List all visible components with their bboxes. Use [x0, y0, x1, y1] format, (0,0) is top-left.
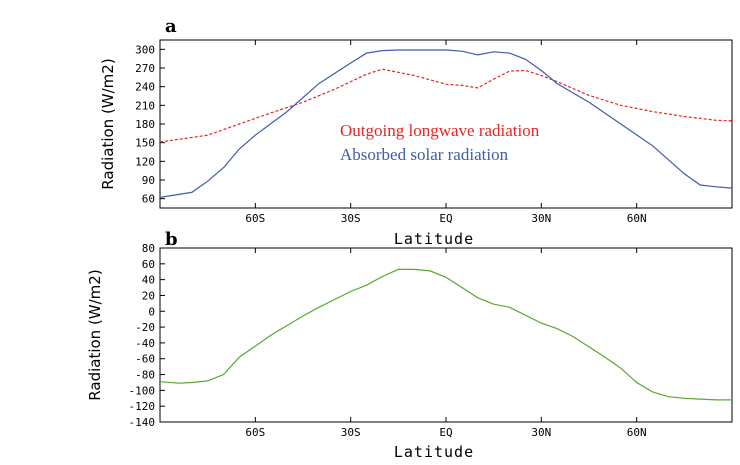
y-tick-label: 40	[142, 274, 155, 287]
x-tick-label: 30N	[531, 426, 551, 439]
asr-annotation: Absorbed solar radiation	[340, 145, 509, 164]
y-tick-label: -40	[135, 337, 155, 350]
y-tick-label: 60	[142, 193, 155, 206]
x-tick-label: EQ	[439, 426, 452, 439]
plot-frame	[159, 247, 733, 423]
x-tick-label: 30S	[341, 426, 361, 439]
y-axis-label: Radiation (W/m2)	[99, 58, 117, 189]
panel-b: 60S 30S EQ 30N 60N -140 -120 -100 -80 -60 -40 -20 0 2…	[86, 242, 733, 461]
y-tick-label: -140	[129, 416, 156, 429]
y-tick-label: 240	[135, 81, 155, 94]
x-axis-label: Latitude	[394, 230, 474, 248]
y-tick-label: 300	[135, 43, 155, 56]
y-tick-label: 90	[142, 174, 155, 187]
y-tick-label: -100	[129, 384, 156, 397]
y-tick-label: 150	[135, 137, 155, 150]
x-tick-label: 60S	[245, 212, 265, 225]
panel-b-letter: b	[165, 229, 178, 250]
olr-annotation: Outgoing longwave radiation	[340, 121, 540, 140]
y-tick-label: 20	[142, 289, 155, 302]
x-axis-label: Latitude	[394, 443, 474, 461]
y-tick-label: -60	[135, 353, 155, 366]
series-line-1	[160, 68, 732, 143]
x-tick-label: 60S	[245, 426, 265, 439]
series-line-1	[160, 268, 732, 401]
x-tick-label: 30N	[531, 212, 551, 225]
y-tick-label: 270	[135, 62, 155, 75]
y-axis-label: Radiation (W/m2)	[86, 269, 104, 400]
panel-a: 60S 30S EQ 30N 60N 60 90 120 150 180 210 240 270 300 L…	[99, 39, 733, 248]
y-tick-label: 180	[135, 118, 155, 131]
y-tick-label: -20	[135, 321, 155, 334]
y-tick-label: 0	[148, 305, 155, 318]
x-tick-label: 30S	[341, 212, 361, 225]
y-tick-label: 120	[135, 155, 155, 168]
x-tick-label: 60N	[627, 212, 647, 225]
y-tick-label: -120	[129, 400, 156, 413]
x-tick-label: 60N	[627, 426, 647, 439]
y-tick-label: 80	[142, 242, 155, 255]
y-tick-label: 210	[135, 99, 155, 112]
panel-a-letter: a	[165, 16, 177, 37]
y-tick-label: 60	[142, 258, 155, 271]
x-tick-label: EQ	[439, 212, 452, 225]
y-tick-label: -80	[135, 369, 155, 382]
series-line-2	[160, 49, 732, 198]
